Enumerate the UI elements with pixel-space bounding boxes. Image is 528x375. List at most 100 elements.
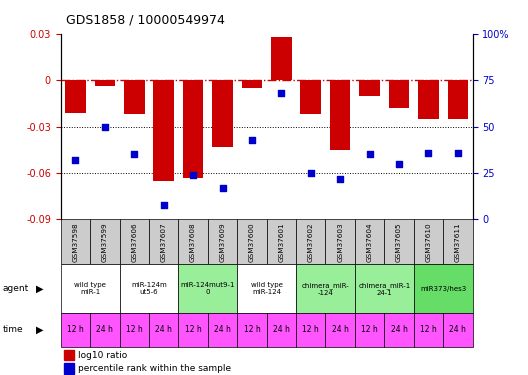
Text: GSM37611: GSM37611	[455, 222, 461, 262]
Text: log10 ratio: log10 ratio	[78, 351, 128, 360]
Text: wild type
miR-124: wild type miR-124	[251, 282, 282, 295]
Bar	[90, 313, 119, 347]
Text: GSM37607: GSM37607	[161, 222, 167, 262]
Bar	[384, 219, 414, 264]
Point	[218, 185, 227, 191]
Point	[424, 150, 432, 156]
Bar	[119, 219, 149, 264]
Point	[454, 150, 462, 156]
Text: percentile rank within the sample: percentile rank within the sample	[78, 364, 231, 373]
Point	[71, 157, 80, 163]
Bar	[300, 80, 321, 114]
Point	[101, 124, 109, 130]
Bar	[90, 219, 119, 264]
Text: GSM37601: GSM37601	[278, 222, 285, 262]
Bar	[178, 219, 208, 264]
Bar	[61, 264, 119, 313]
Bar	[267, 313, 296, 347]
Bar	[178, 313, 208, 347]
Text: 12 h: 12 h	[361, 326, 378, 334]
Bar	[119, 313, 149, 347]
Bar	[414, 313, 443, 347]
Point	[277, 90, 286, 96]
Text: miR-124mut9-1
0: miR-124mut9-1 0	[181, 282, 235, 295]
Bar	[325, 313, 355, 347]
Text: GSM37600: GSM37600	[249, 222, 255, 262]
Bar	[330, 80, 351, 150]
Bar	[237, 264, 296, 313]
Bar	[296, 264, 355, 313]
Text: 24 h: 24 h	[155, 326, 172, 334]
Bar	[149, 219, 178, 264]
Text: GDS1858 / 10000549974: GDS1858 / 10000549974	[66, 13, 225, 26]
Bar	[64, 350, 74, 360]
Bar	[154, 80, 174, 181]
Text: 12 h: 12 h	[185, 326, 202, 334]
Text: 12 h: 12 h	[303, 326, 319, 334]
Text: miR373/hes3: miR373/hes3	[420, 286, 466, 292]
Bar	[61, 219, 90, 264]
Text: time: time	[3, 326, 23, 334]
Text: GSM37605: GSM37605	[396, 222, 402, 262]
Text: wild type
miR-1: wild type miR-1	[74, 282, 106, 295]
Text: 12 h: 12 h	[420, 326, 437, 334]
Bar	[208, 219, 237, 264]
Text: ▶: ▶	[36, 325, 43, 335]
Bar	[355, 313, 384, 347]
Bar	[414, 219, 443, 264]
Bar	[61, 313, 90, 347]
Bar	[95, 80, 115, 86]
Bar	[355, 219, 384, 264]
Point	[130, 152, 138, 157]
Text: GSM37608: GSM37608	[190, 222, 196, 262]
Bar	[325, 219, 355, 264]
Text: 24 h: 24 h	[391, 326, 408, 334]
Point	[159, 201, 168, 207]
Bar	[124, 80, 145, 114]
Bar	[65, 80, 86, 112]
Text: GSM37598: GSM37598	[72, 222, 79, 262]
Text: 24 h: 24 h	[332, 326, 348, 334]
Text: chimera_miR-1
24-1: chimera_miR-1 24-1	[358, 282, 410, 296]
Bar	[178, 264, 237, 313]
Bar	[389, 80, 409, 108]
Text: GSM37599: GSM37599	[102, 222, 108, 262]
Point	[365, 152, 374, 157]
Text: ▶: ▶	[36, 284, 43, 294]
Bar	[183, 80, 203, 178]
Bar	[296, 219, 325, 264]
Bar	[418, 80, 439, 119]
Point	[189, 172, 197, 178]
Text: 12 h: 12 h	[67, 326, 84, 334]
Bar	[237, 219, 267, 264]
Bar	[119, 264, 178, 313]
Point	[248, 136, 256, 142]
Text: GSM37606: GSM37606	[131, 222, 137, 262]
Text: 24 h: 24 h	[97, 326, 114, 334]
Point	[307, 170, 315, 176]
Bar	[242, 80, 262, 88]
Bar	[443, 219, 473, 264]
Bar	[271, 37, 291, 80]
Text: chimera_miR-
-124: chimera_miR- -124	[301, 282, 350, 296]
Text: GSM37602: GSM37602	[308, 222, 314, 262]
Point	[395, 161, 403, 167]
Bar	[443, 313, 473, 347]
Text: 12 h: 12 h	[243, 326, 260, 334]
Bar	[212, 80, 233, 147]
Text: 12 h: 12 h	[126, 326, 143, 334]
Text: GSM37603: GSM37603	[337, 222, 343, 262]
Text: GSM37609: GSM37609	[220, 222, 225, 262]
Bar	[448, 80, 468, 119]
Bar	[149, 313, 178, 347]
Bar	[355, 264, 414, 313]
Bar	[267, 219, 296, 264]
Bar	[64, 363, 74, 374]
Bar	[414, 264, 473, 313]
Point	[336, 176, 344, 181]
Text: 24 h: 24 h	[273, 326, 290, 334]
Bar	[359, 80, 380, 96]
Text: GSM37604: GSM37604	[366, 222, 373, 262]
Bar	[208, 313, 237, 347]
Bar	[384, 313, 414, 347]
